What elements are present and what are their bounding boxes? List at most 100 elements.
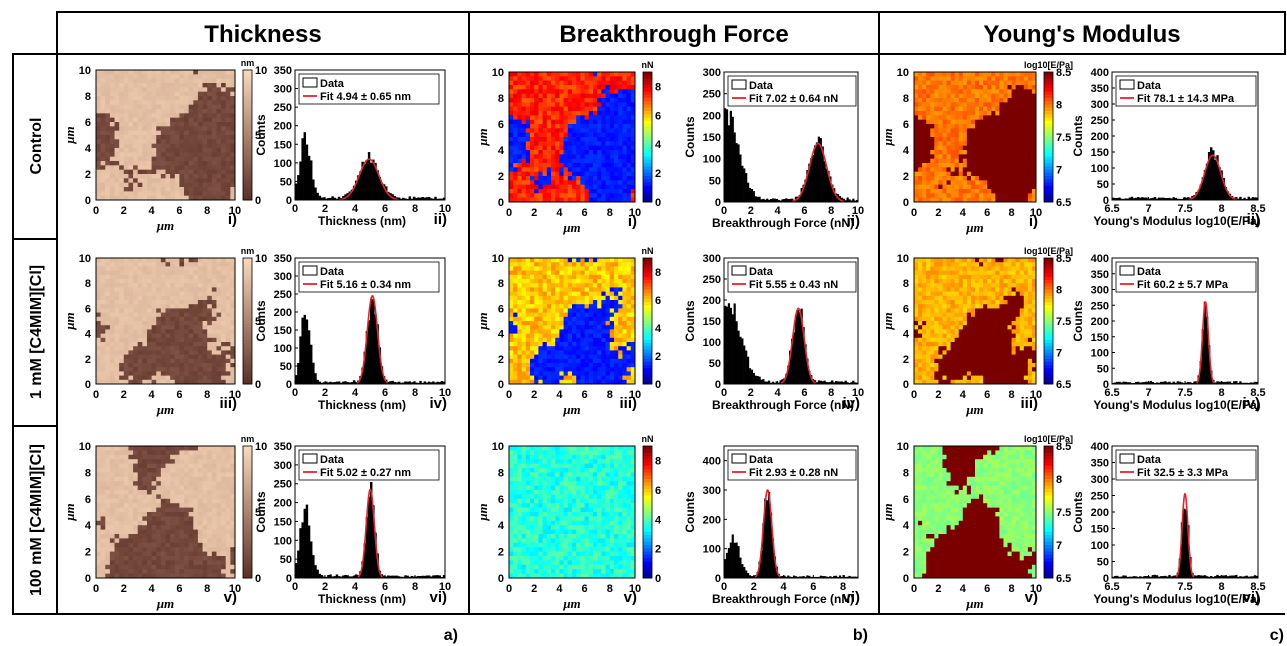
heatmap-cell [142,308,148,313]
heatmap-cell [987,115,992,121]
heatmap-cell [538,85,543,90]
heatmap-cell [509,258,514,263]
heatmap-cell [128,152,134,158]
heatmap-cell [614,141,619,147]
heatmap-cell [597,193,602,199]
heatmap-cell [979,154,984,160]
heatmap-cell [221,74,227,80]
heatmap-cell [114,78,120,84]
heatmap-cell [934,184,939,190]
histogram-bar [1130,196,1134,200]
heatmap-cell [991,115,996,121]
heatmap-cell [999,111,1004,116]
heatmap-cell [123,70,129,75]
heatmap-cell [128,109,134,114]
heatmap-cell [211,156,217,162]
heatmap-cell [979,150,984,155]
heatmap-cell [542,379,548,385]
heatmap-cell [555,274,560,280]
heatmap-cell [119,96,125,101]
heatmap-cell [1023,85,1029,90]
heatmap-cell [946,176,951,181]
heatmap-cell [567,180,573,186]
heatmap-cell [930,150,935,155]
heatmap-cell [914,197,919,203]
heatmap-cell [563,308,569,313]
heatmap-cell [593,329,598,334]
heatmap-cell [188,113,194,119]
heatmap-cell [614,163,619,168]
heatmap-cell [165,262,171,267]
heatmap-cell [105,342,111,347]
heatmap-cell [534,371,539,376]
heatmap-cell [991,89,996,95]
heatmap-cell [538,193,543,199]
heatmap-cell [146,274,152,280]
heatmap-cell [618,197,623,203]
heatmap-cell [958,145,964,151]
heatmap-cell [1027,85,1033,90]
heatmap-cell [584,258,590,263]
heatmap-cell [151,325,157,330]
heatmap-cell [216,148,222,153]
heatmap-cell [170,78,176,84]
heatmap-cell [593,375,598,381]
histogram-bar [400,198,403,200]
heatmap-cell [1003,80,1008,86]
heatmap-cell [188,316,194,322]
heatmap-cell [966,141,972,147]
heatmap-cell [597,287,602,292]
heatmap-cell [119,291,125,297]
heatmap-cell [546,197,552,203]
heatmap-cell [534,262,539,267]
heatmap-cell [123,283,129,288]
heatmap-cell [1007,93,1012,99]
heatmap-cell [160,83,166,88]
colorbar-frame [1043,71,1054,203]
heatmap-cell [509,184,514,190]
heatmap-cell [221,333,227,339]
histogram-bar [327,198,330,200]
heatmap-cell [211,135,217,140]
heatmap-cell [156,329,162,334]
heatmap-cell [938,176,943,181]
y-tick-label: 100 [1091,163,1109,175]
heatmap-cell [576,115,581,121]
heatmap-cell [165,83,171,88]
heatmap-cell [525,85,531,90]
heatmap-cell [999,180,1004,186]
y-tick-label: 50 [280,176,292,188]
heatmap-cell [546,98,552,103]
heatmap-cell [96,195,102,201]
heatmap-cell [580,291,585,297]
x-tick-label: 4 [149,205,156,217]
heatmap-cell [100,182,106,188]
heatmap-cell [563,350,569,355]
heatmap-cell [546,163,552,168]
heatmap-cell [151,266,157,271]
heatmap-cell [962,197,968,203]
heatmap-cell [559,93,564,99]
heatmap-cell [105,165,111,171]
heatmap-cell [193,74,199,80]
heatmap-cell [534,350,539,355]
heatmap-cell [133,316,139,322]
heatmap-cell [534,124,539,129]
heatmap-cell [133,337,139,343]
heatmap-cell [109,117,115,123]
y-tick-label: 8 [498,93,504,105]
heatmap-cell [1003,197,1008,203]
heatmap-cell [618,89,623,95]
histogram-bar [1122,198,1125,200]
heatmap-cell [165,156,171,162]
heatmap-cell [170,152,176,158]
heatmap-cell [601,89,606,95]
heatmap-cell [517,270,522,276]
heatmap-cell [622,137,627,142]
heatmap-cell [534,342,539,347]
heatmap-cell [160,122,166,127]
heatmap-cell [207,83,213,88]
heatmap-cell [983,141,988,147]
heatmap-cell [597,85,602,90]
heatmap-cell [979,158,984,164]
